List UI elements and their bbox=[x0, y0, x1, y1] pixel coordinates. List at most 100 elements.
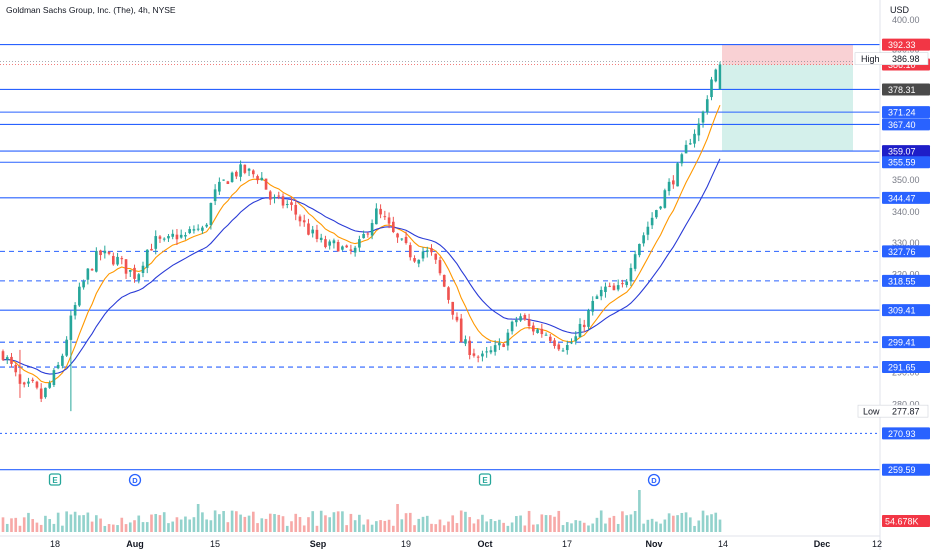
candle-body[interactable] bbox=[638, 243, 641, 256]
candle-body[interactable] bbox=[527, 319, 531, 327]
dividend-marker[interactable] bbox=[647, 473, 661, 487]
candle-body[interactable] bbox=[561, 350, 565, 352]
candle-body[interactable] bbox=[332, 240, 336, 244]
candle-body[interactable] bbox=[680, 154, 684, 164]
candle-body[interactable] bbox=[319, 237, 323, 241]
candle-body[interactable] bbox=[379, 208, 382, 215]
candle-body[interactable] bbox=[349, 249, 353, 251]
candle-body[interactable] bbox=[128, 269, 132, 272]
candle-body[interactable] bbox=[184, 235, 187, 237]
candle-body[interactable] bbox=[616, 285, 620, 290]
candle-body[interactable] bbox=[608, 285, 612, 287]
candle-body[interactable] bbox=[315, 229, 319, 239]
candle-body[interactable] bbox=[468, 340, 472, 355]
candle-body[interactable] bbox=[625, 281, 628, 286]
candle-body[interactable] bbox=[260, 177, 264, 181]
candle-body[interactable] bbox=[95, 250, 98, 272]
candle-body[interactable] bbox=[578, 323, 582, 338]
candle-body[interactable] bbox=[302, 220, 306, 223]
candle-body[interactable] bbox=[328, 241, 331, 246]
candle-body[interactable] bbox=[464, 339, 467, 344]
candle-body[interactable] bbox=[175, 234, 179, 240]
candle-body[interactable] bbox=[10, 356, 13, 364]
candle-body[interactable] bbox=[235, 171, 238, 177]
candle-body[interactable] bbox=[718, 64, 722, 90]
candle-body[interactable] bbox=[565, 345, 569, 351]
candle-body[interactable] bbox=[230, 172, 234, 182]
candle-body[interactable] bbox=[192, 229, 196, 231]
candle-body[interactable] bbox=[358, 239, 361, 248]
candle-body[interactable] bbox=[481, 353, 484, 357]
candle-body[interactable] bbox=[400, 238, 404, 240]
candle-body[interactable] bbox=[27, 381, 30, 384]
candle-body[interactable] bbox=[116, 256, 119, 265]
candle-body[interactable] bbox=[311, 229, 315, 234]
candle-body[interactable] bbox=[222, 179, 225, 181]
candle-body[interactable] bbox=[107, 251, 111, 254]
candle-body[interactable] bbox=[676, 163, 679, 187]
candle-body[interactable] bbox=[489, 350, 493, 353]
candle-body[interactable] bbox=[103, 250, 107, 254]
candle-body[interactable] bbox=[298, 216, 302, 222]
candle-body[interactable] bbox=[133, 267, 136, 279]
candle-body[interactable] bbox=[285, 204, 289, 206]
candle-body[interactable] bbox=[56, 364, 60, 369]
candle-body[interactable] bbox=[273, 196, 276, 199]
candle-body[interactable] bbox=[404, 236, 408, 244]
candle-body[interactable] bbox=[61, 355, 64, 366]
candle-body[interactable] bbox=[710, 79, 713, 98]
candle-body[interactable] bbox=[141, 265, 145, 274]
candle-body[interactable] bbox=[31, 379, 35, 381]
candle-body[interactable] bbox=[548, 336, 552, 341]
candle-body[interactable] bbox=[510, 321, 514, 332]
candle-body[interactable] bbox=[14, 365, 18, 373]
candle-body[interactable] bbox=[35, 381, 39, 388]
candle-body[interactable] bbox=[553, 340, 556, 347]
candle-body[interactable] bbox=[370, 223, 374, 236]
risk-zone[interactable] bbox=[722, 44, 853, 65]
candle-body[interactable] bbox=[472, 353, 476, 356]
candle-body[interactable] bbox=[277, 195, 281, 197]
candle-body[interactable] bbox=[90, 269, 94, 271]
candle-body[interactable] bbox=[179, 234, 183, 238]
candle-body[interactable] bbox=[557, 344, 561, 350]
candle-body[interactable] bbox=[451, 301, 455, 315]
candle-body[interactable] bbox=[366, 233, 370, 235]
candle-body[interactable] bbox=[591, 300, 595, 312]
candle-body[interactable] bbox=[672, 180, 675, 185]
candle-body[interactable] bbox=[99, 250, 102, 256]
candle-body[interactable] bbox=[532, 325, 535, 332]
candle-body[interactable] bbox=[294, 205, 298, 215]
candle-body[interactable] bbox=[387, 217, 391, 224]
candle-body[interactable] bbox=[688, 143, 692, 145]
candle-body[interactable] bbox=[73, 305, 77, 316]
candle-body[interactable] bbox=[595, 296, 599, 299]
candle-body[interactable] bbox=[243, 164, 247, 173]
candle-body[interactable] bbox=[336, 242, 340, 252]
candle-body[interactable] bbox=[209, 202, 213, 226]
candle-body[interactable] bbox=[247, 168, 251, 171]
candle-body[interactable] bbox=[48, 382, 51, 388]
candle-body[interactable] bbox=[447, 287, 450, 300]
candle-body[interactable] bbox=[86, 268, 90, 280]
candle-body[interactable] bbox=[78, 286, 81, 306]
candle-body[interactable] bbox=[251, 170, 255, 175]
candle-body[interactable] bbox=[425, 250, 429, 252]
candle-body[interactable] bbox=[150, 248, 153, 251]
candle-body[interactable] bbox=[290, 202, 293, 205]
candle-body[interactable] bbox=[196, 228, 200, 230]
candle-body[interactable] bbox=[383, 216, 387, 218]
candle-body[interactable] bbox=[268, 191, 272, 200]
candle-body[interactable] bbox=[642, 235, 645, 244]
candle-body[interactable] bbox=[459, 318, 463, 343]
candle-body[interactable] bbox=[171, 233, 175, 237]
candle-body[interactable] bbox=[506, 332, 510, 346]
candle-body[interactable] bbox=[455, 316, 459, 321]
candle-body[interactable] bbox=[375, 208, 378, 225]
candle-body[interactable] bbox=[485, 351, 488, 353]
candle-body[interactable] bbox=[137, 274, 141, 281]
candle-body[interactable] bbox=[44, 387, 47, 398]
candle-body[interactable] bbox=[515, 320, 518, 323]
candle-body[interactable] bbox=[120, 258, 124, 260]
candle-body[interactable] bbox=[307, 223, 310, 235]
